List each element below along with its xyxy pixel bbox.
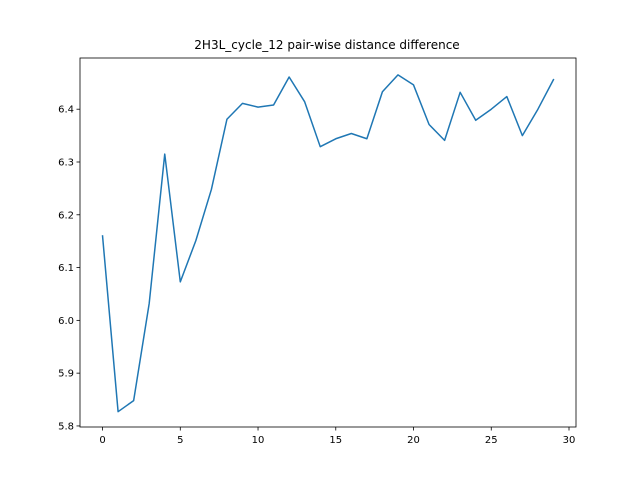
x-tick-label: 15 bbox=[329, 435, 342, 446]
x-tick-label: 5 bbox=[177, 435, 183, 446]
chart-title: 2H3L_cycle_12 pair-wise distance differe… bbox=[194, 38, 459, 52]
x-tick-label: 20 bbox=[407, 435, 420, 446]
x-tick-label: 0 bbox=[99, 435, 105, 446]
y-tick-label: 5.9 bbox=[58, 369, 74, 380]
plot-frame bbox=[79, 57, 577, 428]
x-tick-label: 25 bbox=[485, 435, 498, 446]
y-tick-label: 6.4 bbox=[58, 105, 74, 116]
y-tick-label: 6.0 bbox=[58, 316, 74, 327]
y-tick-label: 5.8 bbox=[58, 421, 74, 432]
plot-area: 0 5 10 15 20 25 30 5.8 5.9 6.0 6.1 6.2 6.3 6.4 bbox=[58, 57, 577, 446]
y-tick-label: 6.1 bbox=[58, 263, 74, 274]
y-tick-label: 6.2 bbox=[58, 210, 74, 221]
y-tick-label: 6.3 bbox=[58, 157, 74, 168]
series-line bbox=[101, 74, 555, 413]
x-tick-label: 30 bbox=[563, 435, 576, 446]
x-tick-label: 10 bbox=[252, 435, 265, 446]
